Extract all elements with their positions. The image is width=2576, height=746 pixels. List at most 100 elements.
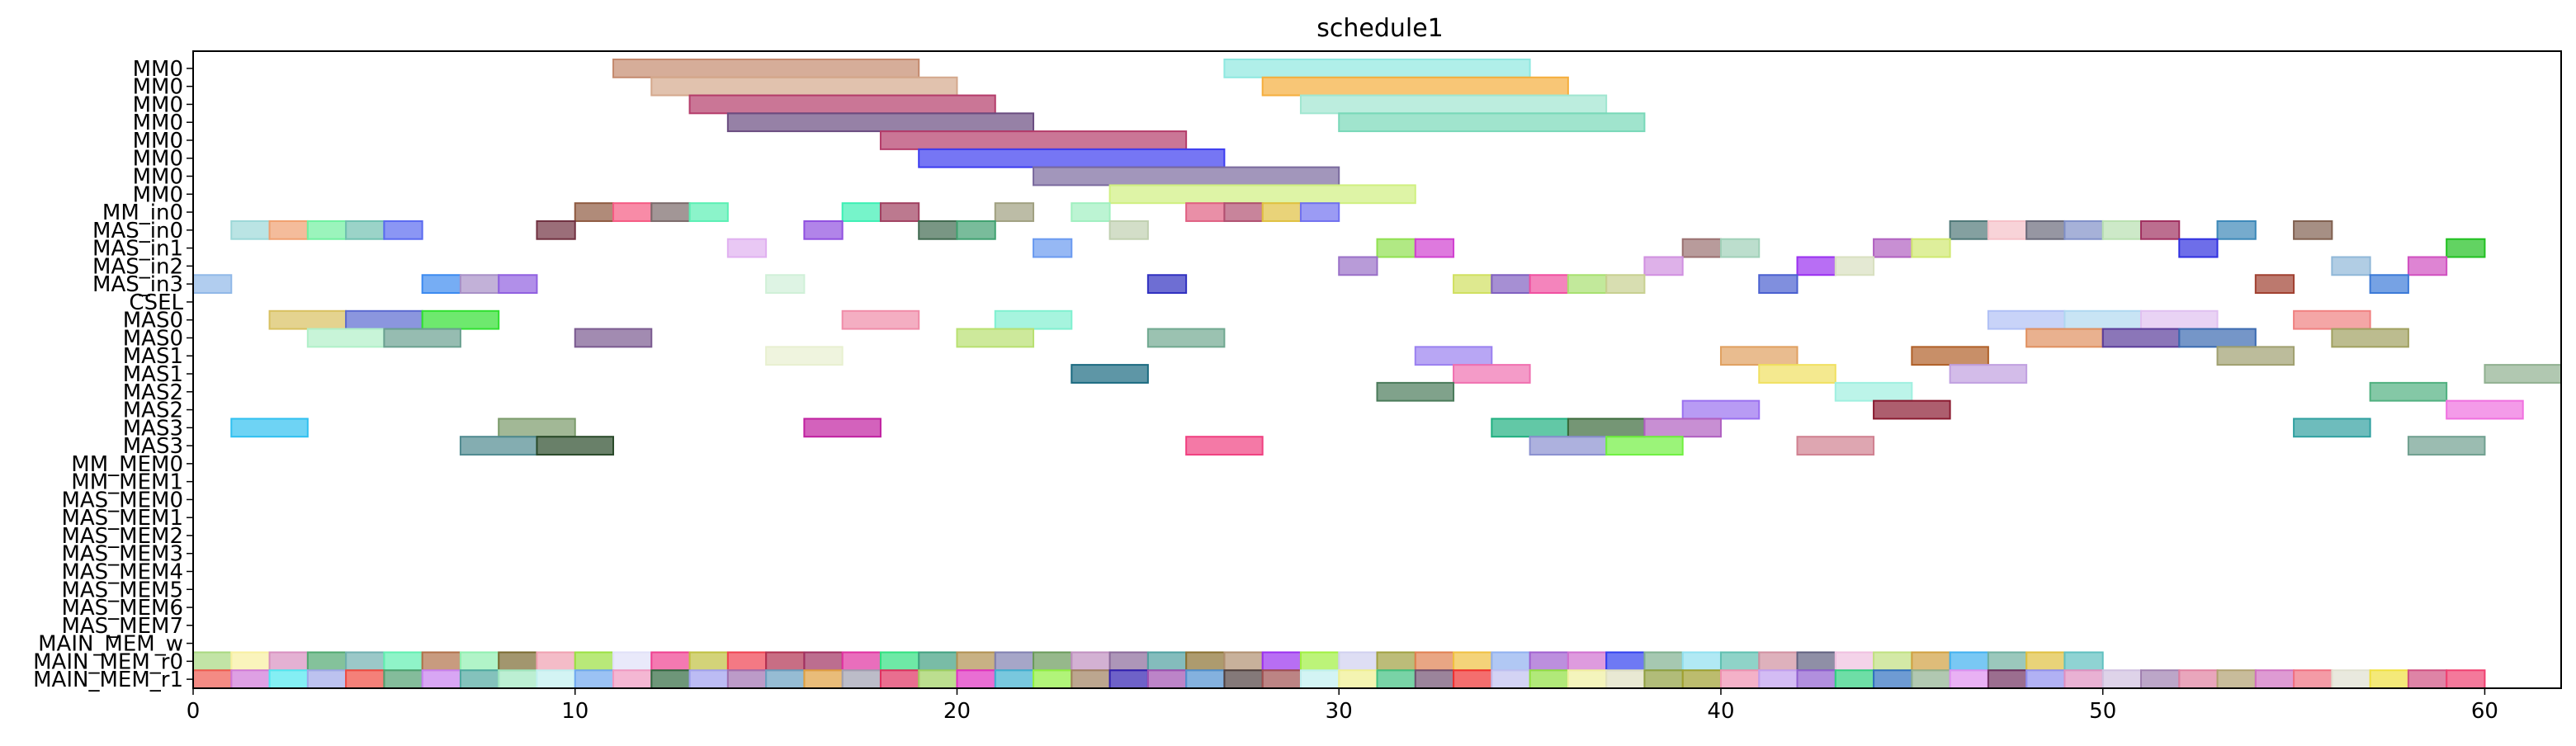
task-bar [1338, 256, 1378, 276]
x-tick-label: 60 [2471, 699, 2498, 724]
main-mem-r0-bar [612, 651, 653, 672]
main-mem-r1-bar [1338, 669, 1378, 690]
main-mem-r1-bar [956, 669, 996, 690]
task-bar [1987, 220, 2028, 240]
task-bar [1529, 436, 1608, 456]
main-mem-r1-bar [1529, 669, 1569, 690]
task-bar [1681, 238, 1722, 258]
y-tick-label: MAS0 [123, 326, 183, 351]
task-bar [230, 220, 271, 240]
task-bar [1223, 202, 1264, 222]
task-bar [268, 220, 309, 240]
main-mem-r0-bar [1261, 651, 1302, 672]
task-bar [2178, 238, 2219, 258]
main-mem-r1-bar [1033, 669, 1073, 690]
main-mem-r0-bar [803, 651, 844, 672]
y-tick-label: MAS_MEM7 [61, 614, 183, 639]
main-mem-r1-bar [1108, 669, 1149, 690]
main-mem-r0-bar [1146, 651, 1188, 672]
task-bar [1873, 399, 1951, 420]
y-tick-label: MM_MEM1 [71, 470, 183, 495]
task-bar [765, 274, 806, 295]
task-bar [306, 220, 347, 240]
task-bar [994, 309, 1073, 330]
task-bar [1873, 238, 1913, 258]
main-mem-r1-bar [1949, 669, 1989, 690]
y-tick-label: MM_MEM0 [71, 452, 183, 477]
main-mem-r1-bar [574, 669, 615, 690]
task-bar [574, 328, 653, 348]
task-bar [1376, 381, 1455, 402]
main-mem-r1-bar [688, 669, 729, 690]
task-bar [1681, 399, 1761, 420]
main-mem-r0-bar [230, 651, 271, 672]
task-bar [1834, 381, 1913, 402]
main-mem-r1-bar [1987, 669, 2028, 690]
main-mem-r0-bar [1567, 651, 1608, 672]
y-tick-label: MAS_MEM0 [61, 488, 183, 512]
task-bar [2293, 220, 2333, 240]
y-tick-label: MAS_in3 [92, 272, 183, 297]
task-bar [1491, 274, 1531, 295]
main-mem-r1-bar [1185, 669, 1226, 690]
main-mem-r1-bar [1796, 669, 1836, 690]
y-tick-label: MM0 [133, 75, 183, 100]
main-mem-r0-bar [765, 651, 806, 672]
main-mem-r1-bar [1491, 669, 1531, 690]
task-bar [2216, 220, 2257, 240]
main-mem-r0-bar [345, 651, 385, 672]
task-bar [2139, 220, 2181, 240]
y-tick-label: MAIN_MEM_w [38, 632, 183, 657]
task-bar [2407, 256, 2448, 276]
task-bar [459, 274, 500, 295]
main-mem-r1-bar [1453, 669, 1493, 690]
main-mem-r1-bar [2025, 669, 2066, 690]
task-bar [1261, 76, 1569, 97]
main-mem-r0-bar [1605, 651, 1646, 672]
task-bar [2331, 256, 2371, 276]
main-mem-r1-bar [765, 669, 806, 690]
main-mem-r1-bar [1605, 669, 1646, 690]
main-mem-r0-bar [1414, 651, 1455, 672]
main-mem-r1-bar [1071, 669, 1111, 690]
main-mem-r1-bar [1643, 669, 1684, 690]
task-bar [918, 220, 958, 240]
main-mem-r1-bar [1911, 669, 1951, 690]
main-mem-r0-bar [650, 651, 691, 672]
task-bar [421, 309, 500, 330]
task-bar [650, 202, 691, 222]
main-mem-r1-bar [726, 669, 768, 690]
main-mem-r1-bar [1299, 669, 1340, 690]
y-tick-label: MM0 [133, 165, 183, 190]
task-bar [2293, 418, 2371, 438]
main-mem-r1-bar [1261, 669, 1302, 690]
task-bar [1834, 256, 1875, 276]
y-tick-label: CSEL [129, 290, 183, 315]
main-mem-r0-bar [1453, 651, 1493, 672]
task-bar [956, 220, 996, 240]
main-mem-r1-bar [2254, 669, 2295, 690]
task-bar [2369, 381, 2448, 402]
task-bar [1071, 202, 1111, 222]
main-mem-r1-bar [1681, 669, 1722, 690]
main-mem-r0-bar [726, 651, 768, 672]
task-bar [345, 309, 423, 330]
main-mem-r1-bar [2178, 669, 2219, 690]
task-bar [1987, 309, 2066, 330]
main-mem-r0-bar [268, 651, 309, 672]
task-bar [803, 220, 844, 240]
task-bar [1567, 274, 1608, 295]
main-mem-r0-bar [1719, 651, 1761, 672]
task-bar [536, 436, 615, 456]
main-mem-r0-bar [1796, 651, 1836, 672]
task-bar [1949, 220, 1989, 240]
main-mem-r1-bar [803, 669, 844, 690]
main-mem-r0-bar [879, 651, 920, 672]
main-mem-r1-bar [2216, 669, 2257, 690]
task-bar [1796, 436, 1875, 456]
main-mem-r1-bar [1567, 669, 1608, 690]
main-mem-r1-bar [306, 669, 347, 690]
main-mem-r1-bar [1223, 669, 1264, 690]
main-mem-r1-bar [2331, 669, 2371, 690]
main-mem-r0-bar [1299, 651, 1340, 672]
